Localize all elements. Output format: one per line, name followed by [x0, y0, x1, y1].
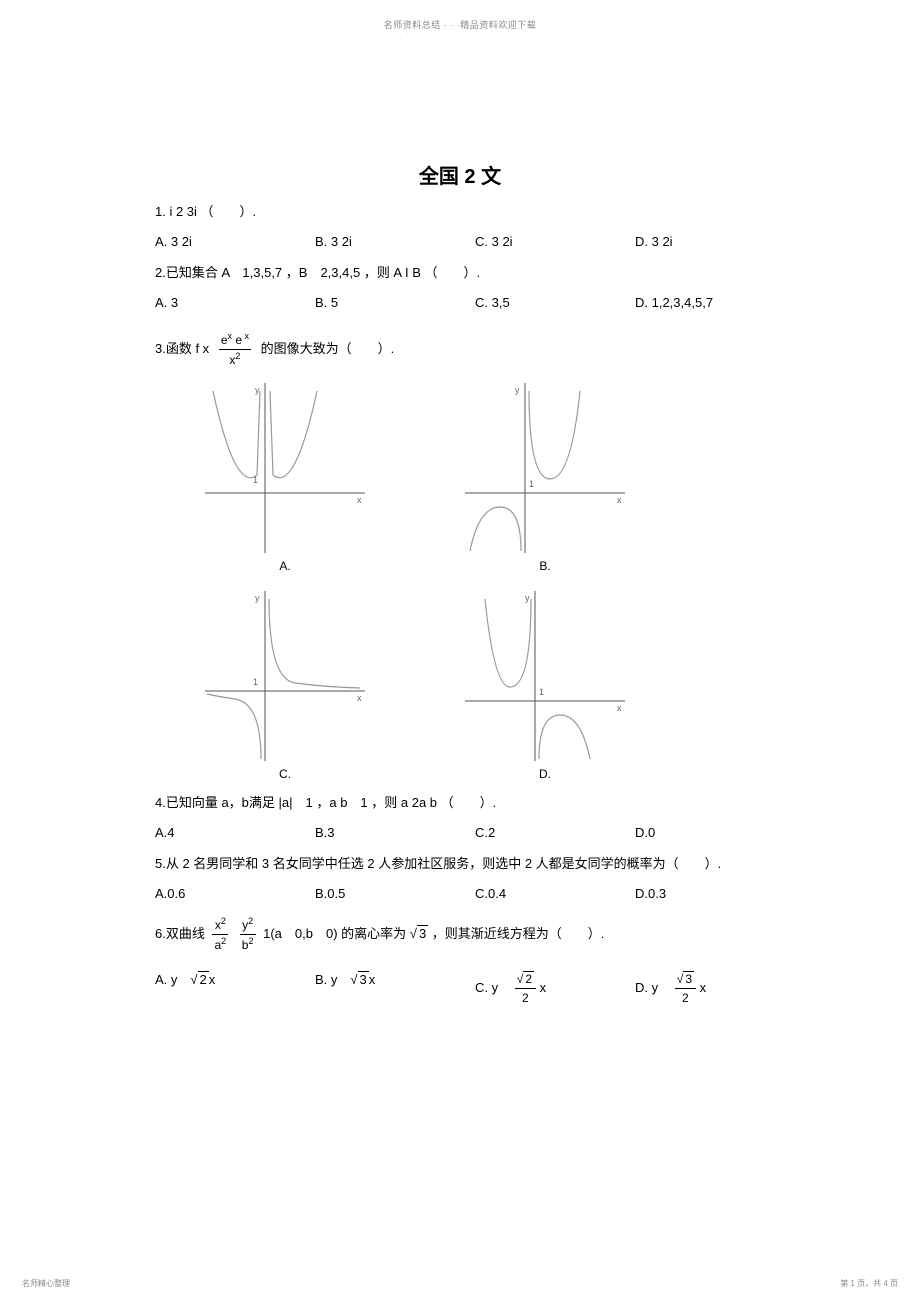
q2-d: D. 1,2,3,4,5,7 [635, 293, 795, 313]
q6-stem: 6.双曲线 x2 a2 y2 b2 1(a 0,b 0) 的离心率为 √3 ，则… [155, 915, 795, 954]
q3-denominator: x2 [219, 350, 251, 369]
footer-left: 名师精心整理 [22, 1278, 70, 1289]
q6-options: A. y √2x B. y √3x C. y √22 x D. y √32 x [155, 970, 795, 1007]
svg-text:1: 1 [539, 687, 544, 697]
q1-d: D. 3 2i [635, 232, 795, 252]
q6-a: A. y √2x [155, 970, 315, 1007]
q3-stem: 3.函数 f x ex e x x2 的图像大致为（ ）. [155, 330, 795, 369]
q5-options: A.0.6 B.0.5 C.0.4 D.0.3 [155, 884, 795, 904]
plot-b-icon: x y 1 [465, 383, 625, 553]
svg-text:1: 1 [253, 677, 258, 687]
plot-a2-icon: x y 1 [205, 383, 365, 553]
svg-text:x: x [617, 495, 622, 505]
q4-a: A.4 [155, 823, 315, 843]
q3-prefix: 3.函数 f x [155, 341, 209, 356]
q6-c: C. y √22 x [475, 970, 635, 1007]
q3-graph-a: x y 1 x y 1 A. [155, 383, 415, 575]
q5-d: D.0.3 [635, 884, 795, 904]
q1-c: C. 3 2i [475, 232, 635, 252]
page-title: 全国 2 文 [419, 160, 501, 189]
footer-right: 第 1 页，共 4 页 [840, 1278, 898, 1289]
svg-text:y: y [515, 385, 520, 395]
footer-right-dots: · · · · · · · · · [833, 1291, 898, 1297]
q6-frac2: y2 b2 [240, 915, 256, 954]
q1-a: A. 3 2i [155, 232, 315, 252]
q3-graph-d: x y 1 D. [415, 591, 675, 783]
q3-label-c: C. [155, 765, 415, 783]
q3-graph-row-cd: x y 1 C. x y 1 D. [155, 591, 795, 783]
q5-a: A.0.6 [155, 884, 315, 904]
q2-a: A. 3 [155, 293, 315, 313]
q4-d: D.0 [635, 823, 795, 843]
q2-b: B. 5 [315, 293, 475, 313]
svg-text:x: x [357, 693, 362, 703]
q6-d: D. y √32 x [635, 970, 795, 1007]
svg-text:y: y [255, 385, 260, 395]
q1-options: A. 3 2i B. 3 2i C. 3 2i D. 3 2i [155, 232, 795, 252]
q3-numerator: ex e x [219, 330, 251, 350]
q3-suffix: 的图像大致为（ ）. [261, 341, 395, 356]
q4-c: C.2 [475, 823, 635, 843]
q3-graph-row-ab: x y 1 x y 1 A. [155, 383, 795, 575]
svg-text:x: x [617, 703, 622, 713]
q6-sqrt3: √3 [410, 925, 428, 941]
q2-stem: 2.已知集合 A 1,3,5,7 ，B 2,3,4,5 ，则 A I B （ ）… [155, 263, 795, 283]
q5-c: C.0.4 [475, 884, 635, 904]
svg-text:y: y [525, 593, 530, 603]
q1-b: B. 3 2i [315, 232, 475, 252]
q5-b: B.0.5 [315, 884, 475, 904]
plot-c-icon: x y 1 [205, 591, 365, 761]
q3-label-b: B. [415, 557, 675, 575]
q6-frac1: x2 a2 [212, 915, 228, 954]
q1-stem: 1. i 2 3i （ ）. [155, 202, 795, 222]
svg-text:y: y [255, 593, 260, 603]
svg-text:1: 1 [529, 479, 534, 489]
header-dots: · · · · · · · · · · · · · · · [385, 30, 534, 37]
q6-suffix: ，则其渐近线方程为（ ）. [432, 926, 605, 941]
q3-fraction: ex e x x2 [219, 330, 251, 369]
q3-graph-c: x y 1 C. [155, 591, 415, 783]
q6-b: B. y √3x [315, 970, 475, 1007]
content-area: 1. i 2 3i （ ）. A. 3 2i B. 3 2i C. 3 2i D… [155, 202, 795, 1019]
footer-left-dots: · · · · · · · [22, 1291, 72, 1297]
q3-label-a: A. [155, 557, 415, 575]
q4-stem: 4.已知向量 a，b满足 |a| 1 ，a b 1 ，则 a 2a b （ ）. [155, 793, 795, 813]
svg-text:x: x [357, 495, 362, 505]
q2-options: A. 3 B. 5 C. 3,5 D. 1,2,3,4,5,7 [155, 293, 795, 313]
q5-stem: 5.从 2 名男同学和 3 名女同学中任选 2 人参加社区服务，则选中 2 人都… [155, 854, 795, 874]
q3-graph-b: x y 1 B. [415, 383, 675, 575]
q4-b: B.3 [315, 823, 475, 843]
q2-c: C. 3,5 [475, 293, 635, 313]
q4-options: A.4 B.3 C.2 D.0 [155, 823, 795, 843]
q6-prefix: 6.双曲线 [155, 926, 205, 941]
plot-d-icon: x y 1 [465, 591, 625, 761]
q6-mid: 1(a 0,b 0) 的离心率为 [263, 926, 406, 941]
q3-label-d: D. [415, 765, 675, 783]
